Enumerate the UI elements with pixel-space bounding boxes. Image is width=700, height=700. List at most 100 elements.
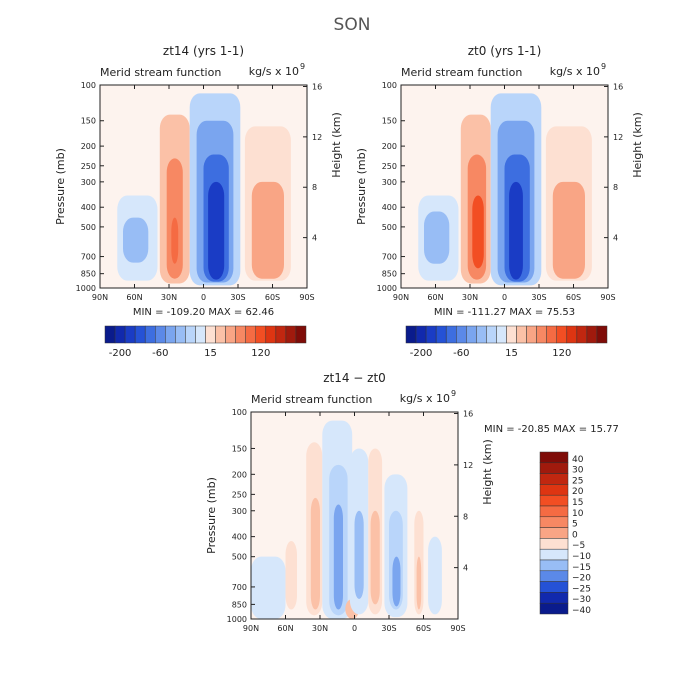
colorbar-swatch — [235, 325, 246, 344]
y-axis-label: Pressure (mb) — [355, 148, 368, 225]
x-tick-label: 60N — [126, 293, 142, 302]
y-tick-label: 200 — [382, 142, 397, 151]
colorbar-swatch — [205, 325, 216, 344]
y-axis-label: Pressure (mb) — [205, 477, 218, 554]
panel-3: zt14 − zt0 Merid stream function kg/s x 10… — [205, 371, 619, 633]
colorbar-swatch — [539, 602, 569, 615]
colorbar-swatch — [566, 325, 578, 344]
y-tick-label: 400 — [232, 533, 247, 542]
units-label: kg/s x 10 — [249, 65, 299, 78]
colorbar-swatch — [526, 325, 537, 344]
contour-region — [310, 497, 320, 610]
colorbar-swatch — [539, 559, 569, 572]
colorbar-swatch — [435, 325, 447, 344]
y-tick-label: 300 — [382, 178, 397, 187]
y2-tick-label: 4 — [312, 234, 317, 243]
y2-axis-label: Height (km) — [631, 112, 644, 178]
y2-tick-label: 4 — [613, 234, 618, 243]
colorbar-label: 15 — [505, 348, 518, 359]
colorbar-label: −20 — [572, 574, 591, 584]
colorbar-label: −40 — [572, 606, 591, 616]
colorbar-swatch — [255, 325, 267, 344]
x-tick-label: 30S — [531, 293, 546, 302]
colorbar-swatch — [265, 325, 277, 344]
colorbar-label: 25 — [572, 476, 583, 486]
y2-tick-label: 12 — [463, 461, 473, 470]
y2-tick-label: 16 — [463, 410, 473, 419]
y2-axis-label: Height (km) — [330, 112, 343, 178]
y-tick-label: 1000 — [377, 284, 397, 293]
colorbar-swatch — [405, 325, 417, 344]
colorbar-swatch — [539, 451, 569, 464]
colorbar-swatch — [486, 325, 497, 344]
y-tick-label: 250 — [382, 162, 397, 171]
figure-title: SON — [334, 15, 371, 35]
colorbar-swatch — [225, 325, 236, 344]
colorbar-swatch — [114, 325, 126, 344]
x-tick-label: 30N — [312, 624, 328, 633]
panel-subtitle: Merid stream function — [251, 393, 372, 406]
x-tick-label: 60S — [416, 624, 431, 633]
contour-region — [333, 504, 343, 610]
y-tick-label: 500 — [81, 223, 96, 232]
colorbar-swatch — [285, 325, 297, 344]
colorbar-swatch — [596, 325, 608, 344]
x-tick-label: 0 — [502, 293, 507, 302]
y-tick-label: 250 — [232, 490, 247, 499]
colorbar-swatch — [539, 494, 569, 507]
y2-tick-label: 12 — [613, 133, 623, 142]
stats-label: MIN = -111.27 MAX = 75.53 — [434, 307, 575, 318]
y2-tick-label: 16 — [613, 82, 623, 91]
units-exponent: 9 — [451, 389, 456, 398]
colorbar-swatch — [576, 325, 588, 344]
colorbar: -200 -60 15 120 — [405, 325, 608, 359]
colorbar-swatch — [425, 325, 437, 344]
panel-title: zt0 (yrs 1-1) — [468, 44, 542, 58]
colorbar-swatch — [496, 325, 507, 344]
colorbar-swatch — [539, 548, 569, 561]
contour-region — [251, 556, 286, 619]
y-tick-label: 850 — [81, 270, 96, 279]
colorbar-label: 20 — [572, 487, 584, 497]
colorbar-swatch — [539, 538, 569, 550]
x-tick-label: 30N — [161, 293, 177, 302]
colorbar-swatch — [415, 325, 427, 344]
colorbar-label: −15 — [572, 563, 591, 573]
y-tick-label: 300 — [81, 178, 96, 187]
y2-tick-label: 12 — [312, 133, 322, 142]
colorbar-label: -60 — [152, 348, 168, 359]
y-tick-label: 400 — [382, 203, 397, 212]
y-tick-label: 500 — [232, 553, 247, 562]
colorbar-swatch — [476, 325, 487, 344]
stats-label: MIN = -20.85 MAX = 15.77 — [484, 424, 619, 435]
x-tick-label: 30N — [462, 293, 478, 302]
contour-region — [416, 556, 422, 610]
x-tick-label: 0 — [352, 624, 357, 633]
colorbar-swatch — [295, 325, 307, 344]
y-tick-label: 100 — [81, 81, 96, 90]
y-tick-label: 500 — [382, 223, 397, 232]
colorbar-swatch — [275, 325, 287, 344]
colorbar-swatch — [536, 325, 547, 344]
contour-region — [392, 556, 401, 607]
colorbar-label: 40 — [572, 455, 584, 465]
contour-region — [509, 181, 523, 280]
colorbar-swatch — [165, 325, 176, 344]
contour-layer — [251, 420, 442, 619]
colorbar-label: 15 — [204, 348, 217, 359]
colorbar-label: 120 — [251, 348, 270, 359]
colorbar-label: 10 — [572, 509, 584, 519]
contour-region — [123, 217, 149, 263]
colorbar-swatch — [466, 325, 477, 344]
x-tick-label: 90N — [243, 624, 259, 633]
colorbar-swatch — [134, 325, 146, 344]
y2-axis-label: Height (km) — [481, 439, 494, 505]
y-tick-label: 700 — [232, 583, 247, 592]
contour-region — [552, 181, 585, 279]
colorbar-label: −30 — [572, 595, 591, 605]
colorbar-label: −10 — [572, 552, 591, 562]
panel-title: zt14 − zt0 — [323, 371, 386, 385]
y-tick-label: 200 — [81, 142, 96, 151]
